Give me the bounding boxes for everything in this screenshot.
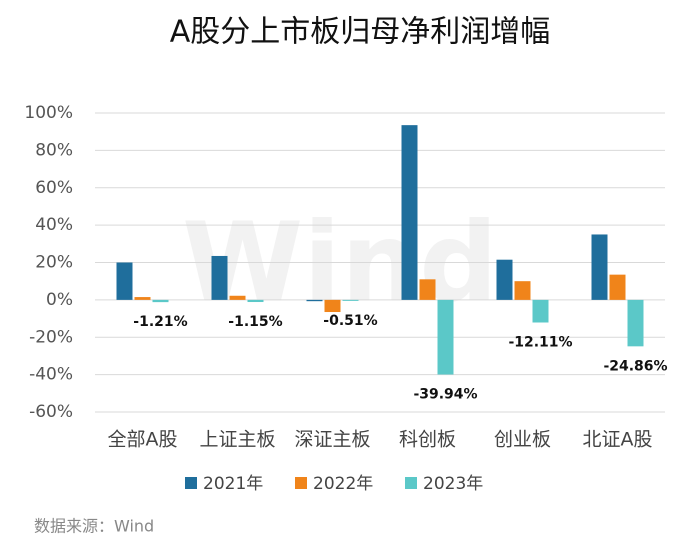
y-tick-label: -40% <box>29 365 73 385</box>
legend-label: 2023年 <box>423 474 483 494</box>
bar <box>401 125 418 300</box>
source-note: 数据来源：Wind <box>34 517 154 536</box>
y-tick-label: -20% <box>29 327 73 347</box>
y-tick-label: 80% <box>35 140 73 160</box>
bar <box>134 297 151 300</box>
bar <box>437 299 454 375</box>
value-label: -24.86% <box>603 358 667 374</box>
value-label: -1.21% <box>133 314 187 330</box>
x-tick-label: 上证主板 <box>199 429 275 451</box>
bar <box>306 299 323 302</box>
legend-swatch <box>405 477 417 489</box>
value-label: -39.94% <box>413 387 477 403</box>
x-tick-label: 深证主板 <box>294 429 370 451</box>
bar <box>116 262 133 300</box>
y-tick-label: 0% <box>46 290 73 310</box>
x-tick-label: 科创板 <box>399 429 456 451</box>
bar <box>152 299 169 303</box>
bar <box>324 299 341 313</box>
bar <box>229 295 246 300</box>
bar <box>609 274 626 300</box>
x-tick-label: 创业板 <box>494 429 551 451</box>
value-label: -12.11% <box>508 335 572 351</box>
bar <box>591 234 608 300</box>
y-tick-label: 20% <box>35 253 73 273</box>
y-tick-label: -60% <box>29 402 73 422</box>
legend-label: 2021年 <box>203 474 263 494</box>
y-tick-label: 40% <box>35 215 73 235</box>
legend-swatch <box>295 477 307 489</box>
bar <box>532 299 549 323</box>
bar <box>247 299 264 303</box>
legend-label: 2022年 <box>313 474 373 494</box>
y-tick-label: 100% <box>24 103 73 123</box>
legend-swatch <box>185 477 197 489</box>
value-label: -1.15% <box>228 314 282 330</box>
bar <box>419 279 436 300</box>
chart-title: A股分上市板归母净利润增幅 <box>170 15 551 50</box>
bar <box>627 299 644 347</box>
value-label: -0.51% <box>323 313 377 329</box>
bar <box>211 255 228 300</box>
bar <box>496 259 513 300</box>
x-tick-label: 北证A股 <box>583 429 653 451</box>
bar <box>342 299 359 301</box>
x-tick-label: 全部A股 <box>108 429 178 451</box>
bar <box>514 281 531 300</box>
y-tick-label: 60% <box>35 178 73 198</box>
